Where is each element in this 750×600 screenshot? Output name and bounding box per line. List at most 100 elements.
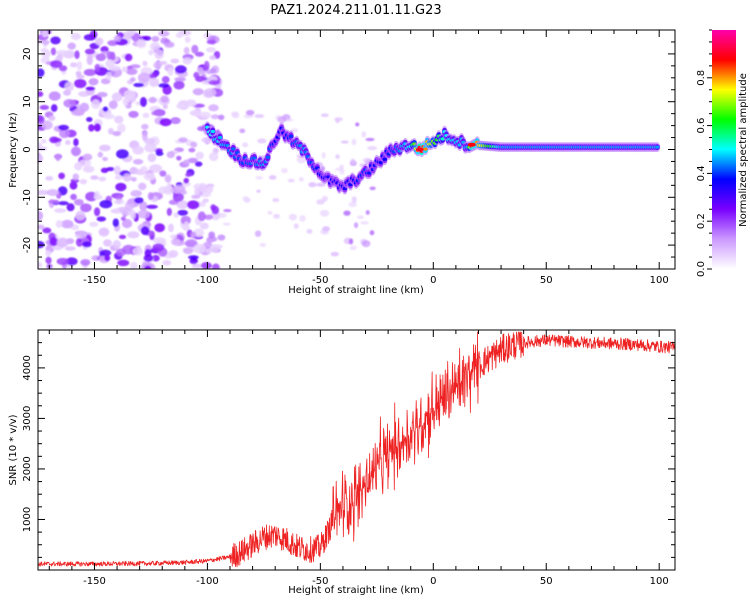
noise-blob xyxy=(239,128,246,134)
noise-blob xyxy=(64,246,76,251)
noise-blob xyxy=(182,57,192,65)
noise-blob xyxy=(222,222,231,226)
noise-blob xyxy=(287,178,295,183)
noise-blob xyxy=(143,172,156,181)
noise-blob xyxy=(268,175,277,180)
noise-blob xyxy=(67,42,76,50)
noise-blob xyxy=(38,224,45,230)
ridge-core xyxy=(382,157,387,161)
noise-blob xyxy=(184,36,191,43)
noise-blob xyxy=(123,89,136,100)
noise-blob xyxy=(210,204,216,211)
noise-blob xyxy=(187,200,200,210)
noise-blob xyxy=(38,210,44,221)
noise-blob xyxy=(209,55,217,60)
noise-blob xyxy=(360,221,369,225)
noise-blob xyxy=(349,245,357,251)
noise-blob xyxy=(147,153,157,163)
noise-blob xyxy=(199,222,209,230)
noise-blob xyxy=(52,137,62,143)
noise-blob xyxy=(96,216,107,222)
noise-blob xyxy=(82,153,93,161)
noise-blob xyxy=(217,212,227,218)
x-tick-label: -50 xyxy=(312,576,328,587)
noise-blob xyxy=(361,131,367,138)
x-tick-label: 0 xyxy=(430,275,436,286)
noise-blob xyxy=(38,146,48,151)
noise-blob xyxy=(97,151,104,158)
noise-blob xyxy=(203,60,210,71)
noise-blob xyxy=(88,78,99,86)
snr-marks xyxy=(38,331,675,568)
noise-blob xyxy=(183,221,190,230)
noise-blob xyxy=(159,118,172,127)
noise-blob xyxy=(170,238,181,246)
noise-blob xyxy=(88,124,95,132)
ridge-core xyxy=(265,155,271,159)
noise-blob xyxy=(288,213,297,221)
noise-blob xyxy=(293,223,299,229)
noise-blob xyxy=(176,155,182,161)
noise-blob xyxy=(74,78,87,89)
noise-blob xyxy=(308,181,317,188)
noise-blob xyxy=(122,244,135,255)
noise-blob xyxy=(142,60,148,67)
noise-blob xyxy=(316,199,325,205)
noise-blob xyxy=(140,165,148,173)
noise-blob xyxy=(356,215,364,220)
y-tick-label: 3000 xyxy=(22,406,33,431)
noise-blob xyxy=(164,41,175,48)
noise-blob xyxy=(151,110,162,116)
noise-blob xyxy=(199,111,211,119)
noise-blob xyxy=(217,234,226,241)
noise-blob xyxy=(73,138,79,147)
noise-blob xyxy=(50,104,58,112)
noise-blob xyxy=(65,140,71,145)
noise-blob xyxy=(306,228,313,234)
noise-blob xyxy=(191,194,201,199)
ridge-core xyxy=(423,147,428,151)
noise-blob xyxy=(111,92,123,102)
noise-blob xyxy=(205,47,216,53)
noise-blob xyxy=(164,174,172,183)
colorbar-tick-label: 0.8 xyxy=(696,70,707,86)
noise-blob xyxy=(322,226,331,232)
noise-blob xyxy=(94,63,101,72)
noise-blob xyxy=(162,104,168,110)
noise-blob xyxy=(273,213,281,219)
noise-blob xyxy=(86,55,93,66)
noise-blob xyxy=(280,167,289,174)
noise-blob xyxy=(70,32,81,41)
noise-blob xyxy=(112,218,120,228)
noise-blob xyxy=(162,260,172,266)
noise-blob xyxy=(122,173,132,182)
noise-blob xyxy=(178,137,188,143)
noise-blob xyxy=(70,146,82,157)
noise-blob xyxy=(183,159,191,165)
noise-blob xyxy=(55,49,69,55)
noise-blob xyxy=(159,170,167,177)
noise-blob xyxy=(191,44,199,54)
noise-blob xyxy=(151,36,160,42)
noise-blob xyxy=(121,31,135,38)
noise-blob xyxy=(120,216,126,221)
spectral-ridge xyxy=(204,121,661,195)
noise-blob xyxy=(170,58,180,64)
noise-blob xyxy=(223,208,232,213)
noise-blob xyxy=(209,152,219,162)
noise-blob xyxy=(208,80,221,86)
noise-blob xyxy=(117,259,130,267)
noise-blob xyxy=(194,51,205,57)
noise-blob xyxy=(38,262,43,268)
spectrogram-xlabel: Height of straight line (km) xyxy=(288,285,424,296)
noise-blob xyxy=(113,199,125,205)
noise-blob xyxy=(93,123,101,132)
y-tick-label: 2000 xyxy=(22,456,33,481)
noise-blob xyxy=(181,181,191,187)
noise-blob xyxy=(166,207,172,217)
noise-blob xyxy=(150,42,161,51)
noise-blob xyxy=(367,146,378,151)
noise-blob xyxy=(102,156,109,162)
noise-blob xyxy=(350,158,356,165)
noise-blob xyxy=(108,100,118,110)
